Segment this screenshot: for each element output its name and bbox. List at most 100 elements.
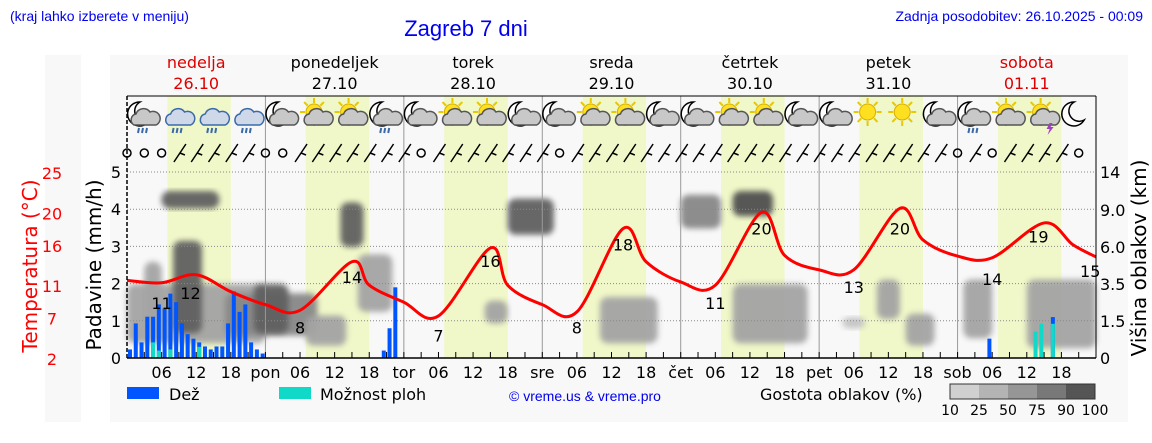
wind-barb-icon xyxy=(467,143,481,163)
cloud-area xyxy=(963,279,993,339)
x-hour-label: 06 xyxy=(567,363,587,382)
wind-calm-icon xyxy=(156,148,167,158)
cloud-area xyxy=(161,191,220,209)
x-hour-label: 06 xyxy=(982,363,1002,382)
moon-icon xyxy=(1061,101,1087,127)
sun-cloud-icon xyxy=(749,98,784,126)
day-date: 30.10 xyxy=(727,74,773,93)
shower-bar xyxy=(151,342,156,358)
wind-barb-icon xyxy=(761,143,775,163)
day-date: 27.10 xyxy=(312,74,358,93)
rain-tick-label: 0 xyxy=(111,349,121,368)
wind-barb-icon xyxy=(398,143,412,163)
rain-bar xyxy=(226,323,231,358)
x-hour-label: 06 xyxy=(844,363,864,382)
wind-barb-icon xyxy=(450,143,464,163)
temperature-label: 14 xyxy=(342,268,362,287)
x-hour-label: 12 xyxy=(463,363,483,382)
rain-bar xyxy=(128,349,132,358)
wind-barb-icon xyxy=(727,143,741,163)
cloud-area xyxy=(173,240,202,334)
cloud-area xyxy=(732,284,808,344)
temperature-label: 19 xyxy=(1028,228,1048,247)
x-day-label: sob xyxy=(943,363,971,382)
temperature-label: 13 xyxy=(844,278,864,297)
temperature-label: 15 xyxy=(1080,262,1100,281)
cloud-area xyxy=(905,313,935,346)
temp-axis-panel xyxy=(45,55,81,422)
cloud-area xyxy=(357,254,393,312)
moon-cloud-rain-icon xyxy=(957,101,992,134)
temperature-line xyxy=(126,206,1097,320)
wind-barb-icon xyxy=(675,143,689,163)
x-hour-label: 12 xyxy=(186,363,206,382)
temperature-label: 8 xyxy=(572,318,582,337)
x-hour-label: 06 xyxy=(428,363,448,382)
cloud-height-tick-label: 3.5 xyxy=(1100,275,1125,294)
temperature-label: 11 xyxy=(151,294,171,313)
x-hour-label: 18 xyxy=(774,363,794,382)
rain-bar xyxy=(393,287,398,358)
x-hour-label: 12 xyxy=(740,363,760,382)
rain-bar xyxy=(237,311,242,358)
wind-barb-icon xyxy=(848,143,862,163)
cloud-area xyxy=(253,284,289,334)
legend-showers-swatch xyxy=(279,387,311,399)
rain-bar xyxy=(243,304,248,358)
day-name: torek xyxy=(452,53,494,72)
rain-bar xyxy=(987,338,992,358)
rain-bar xyxy=(254,349,259,358)
wind-barb-icon xyxy=(484,143,498,163)
x-day-label: pon xyxy=(250,363,280,382)
rain-bar xyxy=(174,302,179,358)
rain-tick-label: 3 xyxy=(111,237,121,256)
sun-cloud-icon xyxy=(438,98,473,126)
rain-bar xyxy=(220,346,225,358)
wind-calm-icon xyxy=(987,148,997,158)
wind-barb-icon xyxy=(294,143,308,163)
wind-barb-icon xyxy=(882,143,896,163)
x-day-label: sre xyxy=(530,363,554,382)
density-scale-frame xyxy=(949,383,1096,400)
day-name: četrtek xyxy=(721,53,779,72)
copyright-link[interactable]: © vreme.us & vreme.pro xyxy=(509,388,661,404)
day-name: ponedeljek xyxy=(291,53,380,72)
moon-cloud-icon xyxy=(784,101,819,127)
moon-cloud-icon xyxy=(922,101,957,127)
moon-cloud-icon xyxy=(403,101,438,127)
cloud-height-tick-label: 1.5 xyxy=(1100,312,1125,331)
wind-barb-icon xyxy=(796,143,810,163)
cloud-area xyxy=(732,191,773,217)
cloud-height-tick-label: 0 xyxy=(1100,349,1110,368)
wind-barb-icon xyxy=(605,143,620,163)
rain-bar xyxy=(156,304,161,358)
rain-bar xyxy=(387,328,392,358)
rain-bar xyxy=(381,350,386,358)
temperature-label: 7 xyxy=(433,327,443,346)
cloud-height-tick-label: 9.0 xyxy=(1100,201,1125,220)
wind-barb-icon xyxy=(329,143,343,163)
sun-cloud-icon xyxy=(992,98,1026,126)
menu-hint[interactable]: (kraj lahko izberete v meniju) xyxy=(10,8,189,24)
wind-barb-icon xyxy=(1038,143,1052,163)
density-swatch xyxy=(1066,384,1095,399)
wind-barb-icon xyxy=(536,143,550,163)
wind-calm-icon xyxy=(416,148,426,158)
x-hour-label: 06 xyxy=(705,363,725,382)
chart-title: Zagreb 7 dni xyxy=(404,16,528,41)
wind-barb-icon xyxy=(917,143,931,163)
moon-cloud-rain-icon xyxy=(126,101,161,134)
wind-calm-icon xyxy=(139,148,150,158)
wind-barb-icon xyxy=(346,143,360,163)
density-legend-label: Gostota oblakov (%) xyxy=(760,385,923,404)
x-hour-label: 18 xyxy=(359,363,379,382)
rain-bar xyxy=(162,308,167,358)
cloud-height-tick-label: 6.0 xyxy=(1100,238,1125,257)
wind-barb-icon xyxy=(969,143,983,163)
wind-barb-icon xyxy=(1021,143,1035,163)
moon-cloud-icon xyxy=(542,101,577,127)
x-hour-label: 12 xyxy=(1017,363,1037,382)
rain-tick-label: 1 xyxy=(111,312,121,331)
temperature-label: 20 xyxy=(751,219,771,238)
